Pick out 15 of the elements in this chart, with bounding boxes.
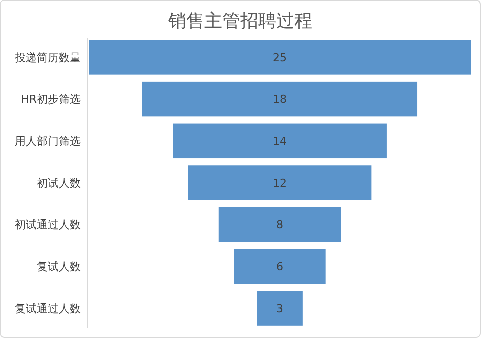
data-label: 6: [276, 260, 284, 274]
data-label: 14: [273, 135, 287, 148]
category-label: HR初步筛选: [21, 93, 81, 106]
data-label: 3: [276, 302, 284, 316]
data-label: 25: [273, 51, 287, 64]
category-label: 复试人数: [37, 260, 81, 274]
text: 销售主管招聘过程: [168, 11, 312, 32]
category-label: 初试通过人数: [15, 218, 81, 232]
category-label: 复试通过人数: [15, 302, 81, 316]
data-label: 12: [273, 176, 287, 190]
category-label: 初试人数: [37, 176, 81, 190]
data-label: 18: [273, 93, 287, 106]
data-label: 8: [276, 218, 284, 232]
category-label: 用人部门筛选: [15, 135, 81, 148]
category-label: 投递简历数量: [14, 51, 81, 64]
